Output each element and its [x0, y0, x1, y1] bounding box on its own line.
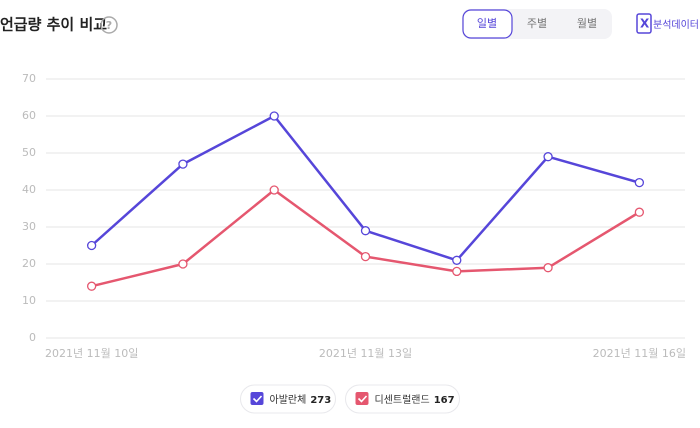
- point: [178, 159, 188, 169]
- y-tick-label: 50: [22, 146, 36, 159]
- point: [543, 263, 553, 273]
- point: [86, 240, 97, 251]
- y-tick-label: 10: [22, 294, 36, 307]
- point: [634, 177, 645, 188]
- point: [269, 185, 279, 195]
- help-icon[interactable]: [100, 16, 118, 34]
- point: [86, 281, 97, 291]
- legend-item[interactable]: [240, 384, 336, 414]
- export-label[interactable]: 분석데이터: [653, 19, 699, 31]
- legend-checkbox[interactable]: [250, 392, 264, 405]
- y-tick-label: 40: [22, 183, 36, 196]
- legend-total: 167: [434, 395, 455, 406]
- export-icon[interactable]: [636, 13, 652, 34]
- x-tick-label: 2021년 11월 16일: [593, 346, 686, 360]
- help-text: ?: [106, 19, 112, 32]
- tab[interactable]: 월별: [577, 17, 597, 30]
- series-line: [91, 188, 641, 288]
- legend-check: [357, 395, 368, 403]
- x-tick-label: 2021년 11월 10일: [45, 346, 138, 360]
- legend-item[interactable]: [345, 384, 460, 414]
- point: [269, 111, 279, 121]
- point: [452, 266, 462, 277]
- tab-active[interactable]: [462, 9, 513, 39]
- legend-total: 273: [310, 395, 331, 406]
- series-line: [90, 114, 640, 262]
- y-tick-label: 60: [22, 109, 36, 122]
- tab[interactable]: 일별: [477, 16, 497, 30]
- point: [452, 255, 462, 265]
- y-tick-label: 70: [22, 72, 36, 85]
- legend-label: 디센트럴랜드: [375, 393, 430, 406]
- y-tick-label: 30: [22, 220, 36, 233]
- point: [360, 226, 371, 236]
- point: [178, 259, 188, 269]
- legend-check: [252, 395, 263, 403]
- y-tick-label: 0: [29, 331, 36, 344]
- export-icon-text: X: [640, 17, 650, 31]
- point: [634, 207, 645, 217]
- point: [543, 152, 553, 162]
- legend-label: 아발란체: [270, 394, 307, 406]
- point: [360, 251, 371, 262]
- x-tick-label: 2021년 11월 13일: [319, 346, 412, 360]
- tab[interactable]: 주별: [527, 17, 547, 30]
- y-tick-label: 20: [22, 257, 36, 270]
- legend-checkbox[interactable]: [355, 392, 369, 405]
- title: 언급량 추이 비교: [0, 16, 107, 34]
